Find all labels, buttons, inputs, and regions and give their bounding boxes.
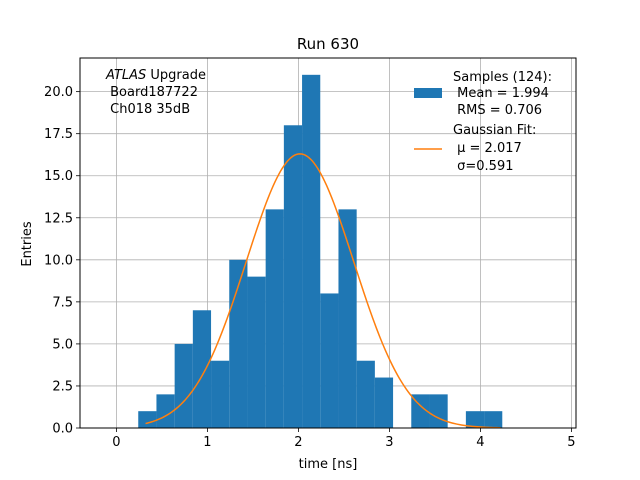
histogram-bar bbox=[156, 394, 175, 428]
histogram-bar bbox=[320, 293, 339, 428]
histogram-bar bbox=[356, 360, 375, 428]
y-tick-label: 20.0 bbox=[44, 85, 73, 100]
y-tick-label: 0.0 bbox=[52, 422, 73, 437]
histogram-bar bbox=[174, 343, 193, 428]
histogram-bar bbox=[283, 125, 303, 428]
chart-title: Run 630 bbox=[297, 35, 359, 53]
y-tick-label: 7.5 bbox=[52, 295, 73, 310]
legend-hist-line-2: Mean = 1.994 bbox=[453, 86, 549, 101]
x-tick-label: 0 bbox=[112, 435, 120, 450]
annotation-upgrade: Upgrade bbox=[146, 68, 206, 83]
histogram-bar bbox=[211, 360, 230, 428]
y-tick-label: 12.5 bbox=[44, 211, 73, 226]
y-tick-label: 2.5 bbox=[52, 379, 73, 394]
x-axis-ticks: 0 1 2 3 4 5 bbox=[112, 428, 576, 450]
x-tick-label: 3 bbox=[385, 435, 393, 450]
legend: Samples (124): Mean = 1.994 RMS = 0.706 … bbox=[414, 70, 552, 174]
y-axis-ticks: 0.0 2.5 5.0 7.5 10.0 12.5 15.0 17.5 20.0 bbox=[44, 85, 80, 437]
y-tick-label: 17.5 bbox=[44, 127, 73, 142]
legend-hist-line-1: Samples (124): bbox=[453, 70, 552, 85]
legend-hist-line-3: RMS = 0.706 bbox=[453, 103, 542, 118]
annotation-line-3: Ch018 35dB bbox=[106, 102, 190, 117]
histogram-bar bbox=[302, 74, 321, 429]
histogram-bar bbox=[484, 411, 503, 428]
annotation-text: ATLAS Upgrade Board187722 Ch018 35dB bbox=[105, 68, 206, 117]
y-tick-label: 15.0 bbox=[44, 169, 73, 184]
x-axis-label: time [ns] bbox=[299, 457, 358, 472]
histogram-bar bbox=[374, 377, 394, 428]
histogram-bar bbox=[138, 411, 157, 428]
fit-curve-path bbox=[145, 153, 501, 429]
legend-fit-line-1: Gaussian Fit: bbox=[453, 123, 536, 138]
y-tick-label: 5.0 bbox=[52, 337, 73, 352]
annotation-line-2: Board187722 bbox=[106, 85, 198, 100]
axes-frame bbox=[79, 57, 577, 429]
y-axis-label: Entries bbox=[20, 221, 35, 267]
histogram-bar bbox=[265, 209, 284, 428]
histogram-bars bbox=[138, 74, 503, 429]
x-tick-label: 1 bbox=[203, 435, 211, 450]
x-tick-label: 2 bbox=[294, 435, 302, 450]
x-tick-label: 4 bbox=[476, 435, 484, 450]
histogram-bar bbox=[247, 276, 266, 428]
legend-fit-line-3: σ=0.591 bbox=[453, 159, 513, 174]
histogram-bar bbox=[229, 259, 248, 428]
histogram-bar bbox=[411, 394, 430, 428]
legend-fit-line-2: μ = 2.017 bbox=[453, 141, 522, 156]
annotation-atlas: ATLAS bbox=[105, 68, 146, 83]
histogram-bar bbox=[465, 411, 485, 428]
histogram-bar bbox=[338, 209, 357, 428]
annotation-line-1: ATLAS Upgrade bbox=[105, 68, 206, 83]
y-tick-label: 10.0 bbox=[44, 253, 73, 268]
histogram-bar bbox=[429, 394, 448, 428]
x-tick-label: 5 bbox=[567, 435, 575, 450]
gaussian-fit-curve bbox=[145, 153, 501, 429]
legend-histogram-swatch bbox=[414, 88, 442, 98]
histogram-bar bbox=[192, 310, 212, 428]
